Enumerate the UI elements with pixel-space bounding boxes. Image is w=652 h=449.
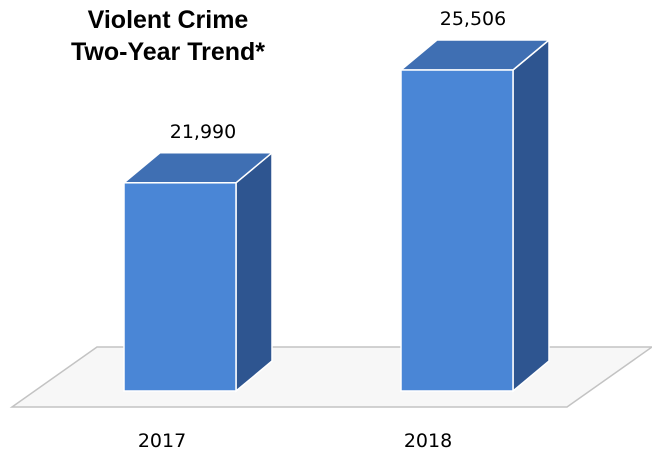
bar-2018 (401, 40, 549, 391)
bar-front-face (124, 183, 236, 391)
category-label-2018: 2018 (404, 430, 452, 449)
value-label-2018: 25,506 (440, 8, 506, 30)
bars-group (124, 40, 549, 391)
category-label-2017: 2017 (138, 430, 186, 449)
bar-front-face (401, 70, 513, 391)
bar-2017 (124, 153, 272, 391)
bar-side-face (236, 153, 272, 391)
bar-side-face (513, 40, 549, 391)
chart-floor (12, 347, 652, 407)
value-label-2017: 21,990 (170, 121, 236, 143)
